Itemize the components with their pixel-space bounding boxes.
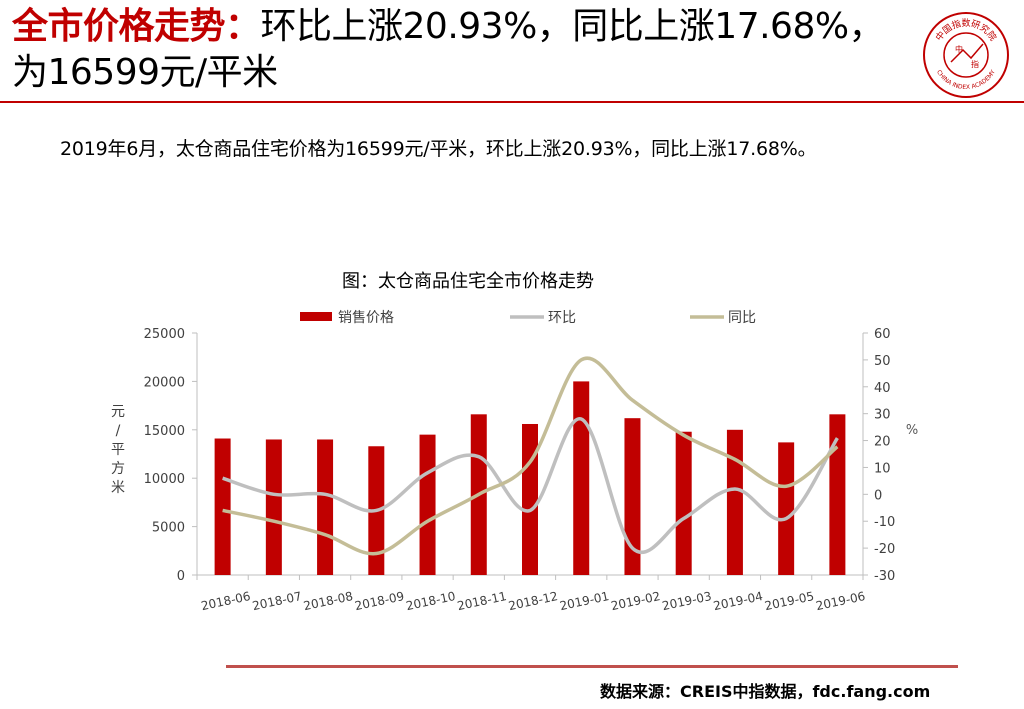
left-axis-label-char: /	[116, 423, 121, 439]
x-tick-label: 2018-07	[251, 589, 303, 613]
series-line-mom	[222, 417, 839, 555]
right-axis-label: %	[906, 423, 918, 438]
summary-text: 2019年6月，太仓商品住宅价格为16599元/平米，环比上涨20.93%，同比…	[60, 138, 817, 160]
left-tick-label: 10000	[144, 472, 185, 487]
left-tick-label: 5000	[152, 521, 185, 536]
price-bar	[573, 381, 590, 575]
legend-label: 环比	[548, 310, 576, 326]
svg-text:中: 中	[955, 44, 963, 54]
left-tick-label: 20000	[144, 375, 185, 390]
legend-label: 同比	[728, 310, 756, 326]
right-tick-label: 50	[874, 354, 891, 369]
price-bar	[778, 442, 795, 575]
series-line-yoy	[222, 356, 839, 556]
x-tick-label: 2019-05	[763, 589, 815, 613]
price-bar	[419, 434, 436, 575]
chart-title: 图：太仓商品住宅全市价格走势	[342, 271, 594, 292]
price-trend-chart: 图：太仓商品住宅全市价格走势 销售价格 环比 同比 元/平方米 % 05000100…	[111, 271, 918, 613]
page-title: 全市价格走势：环比上涨20.93%，同比上涨17.68%，为16599元/平米	[12, 4, 892, 96]
x-tick-label: 2018-11	[456, 589, 508, 613]
right-tick-label: 20	[874, 435, 891, 450]
right-tick-label: -10	[874, 515, 895, 530]
left-axis-label-char: 方	[111, 461, 125, 477]
right-tick-label: 60	[874, 327, 891, 342]
right-tick-label: 40	[874, 381, 891, 396]
price-bars	[214, 381, 846, 575]
title-underline	[0, 101, 1024, 103]
x-tick-label: 2018-12	[507, 589, 559, 613]
price-bar	[726, 429, 743, 575]
x-tick-label: 2019-04	[712, 589, 764, 613]
data-source: 数据来源：CREIS中指数据，fdc.fang.com	[600, 682, 931, 701]
right-tick-label: 10	[874, 461, 891, 476]
price-bar	[829, 414, 846, 575]
source-divider	[226, 665, 958, 668]
left-tick-label: 25000	[144, 327, 185, 342]
price-bar	[675, 431, 692, 575]
left-tick-label: 15000	[144, 424, 185, 439]
price-bar	[317, 439, 334, 575]
x-tick-label: 2018-06	[200, 589, 252, 613]
right-tick-label: 0	[874, 488, 882, 503]
left-axis-label-char: 元	[111, 404, 125, 420]
china-index-academy-seal-icon: 中国指数研究院 CHINA INDEX ACADEMY 中 指	[923, 12, 1009, 98]
left-axis-label-char: 平	[111, 442, 125, 458]
x-tick-label: 2018-09	[353, 589, 405, 613]
x-tick-label: 2019-03	[661, 589, 713, 613]
title-highlight: 全市价格走势：	[12, 6, 261, 47]
left-axis-label: 元 / 平方米	[111, 404, 125, 496]
right-tick-label: -30	[874, 569, 895, 584]
price-bar	[624, 418, 641, 575]
price-bar	[214, 438, 231, 575]
x-tick-labels: 2018-06 2018-07 2018-08 2018-09 2018-10 2018-…	[200, 589, 867, 613]
left-axis-label-char: 米	[111, 480, 125, 496]
right-tick-label: -20	[874, 542, 895, 557]
chart-axes: 0 5000 10000 15000 20000 25000 -30 -20 -10 0 10 20 3…	[144, 327, 896, 584]
x-tick-label: 2019-01	[558, 589, 610, 613]
x-tick-label: 2018-10	[405, 589, 457, 613]
left-tick-label: 0	[177, 569, 185, 584]
price-bar	[522, 423, 538, 575]
x-tick-label: 2019-06	[815, 589, 867, 613]
chart-legend: 销售价格 环比 同比	[300, 310, 756, 326]
x-tick-label: 2019-02	[610, 589, 662, 613]
legend-swatch	[300, 312, 332, 321]
ratio-lines	[222, 356, 839, 556]
legend-label: 销售价格	[338, 310, 394, 326]
x-tick-label: 2018-08	[302, 589, 354, 613]
svg-text:CHINA INDEX ACADEMY: CHINA INDEX ACADEMY	[935, 69, 997, 91]
svg-text:指: 指	[971, 59, 979, 69]
title-rest: 环比上涨20.93%，同比上涨17.68%，为16599元/平米	[12, 6, 885, 93]
right-tick-label: 30	[874, 408, 891, 423]
price-bar	[265, 439, 282, 575]
